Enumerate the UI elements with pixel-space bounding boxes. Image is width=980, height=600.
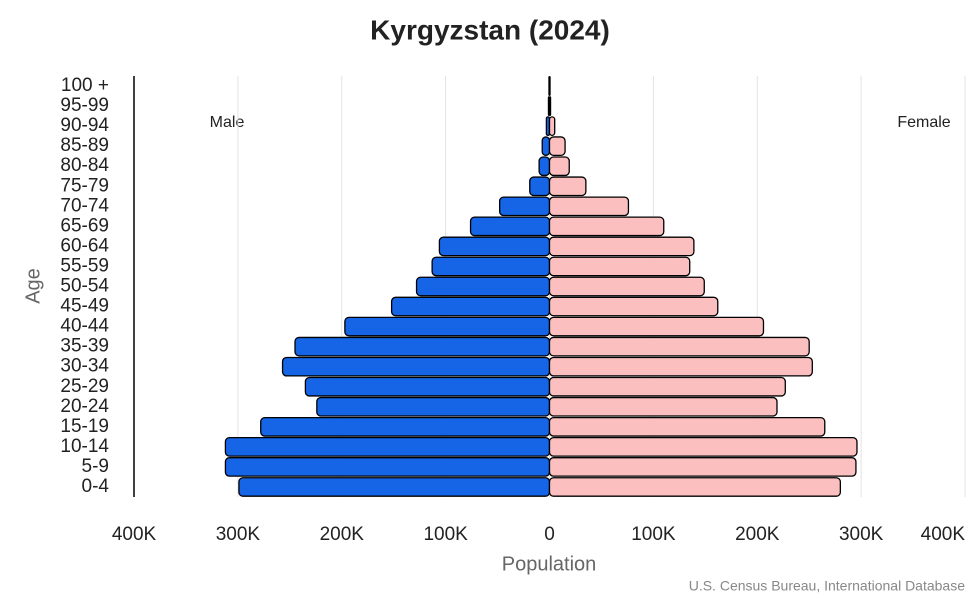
bar <box>548 196 630 217</box>
bar <box>390 296 551 317</box>
bar <box>548 477 842 497</box>
y-tick-label: 55-59 <box>60 255 109 276</box>
y-tick-label: 60-64 <box>60 235 109 256</box>
y-tick-label: 30-34 <box>60 356 109 377</box>
y-tick-label: 35-39 <box>60 336 109 357</box>
y-tick-label: 100 + <box>61 75 109 96</box>
x-tick-label: 200K <box>735 524 780 545</box>
bar <box>529 176 551 197</box>
x-tick-label: 400K <box>112 524 157 545</box>
bar <box>548 376 786 397</box>
bar <box>438 236 551 257</box>
bar <box>281 356 551 377</box>
source: U.S. Census Bureau, International Databa… <box>689 578 965 594</box>
y-tick-label: 15-19 <box>60 416 109 437</box>
bar <box>431 256 551 277</box>
y-tick-label: 45-49 <box>60 296 109 317</box>
bar <box>260 416 551 437</box>
y-tick-label: 10-14 <box>60 436 109 457</box>
bar <box>294 336 551 357</box>
bar <box>316 396 551 417</box>
y-tick-label: 95-99 <box>60 95 109 116</box>
legend-label: Male <box>210 114 245 131</box>
bar <box>415 276 551 297</box>
bar <box>304 376 551 397</box>
y-tick-label: 70-74 <box>60 195 109 216</box>
bar <box>548 96 552 116</box>
bar <box>548 336 810 357</box>
x-tick-label: 300K <box>216 524 261 545</box>
bar <box>548 396 778 417</box>
chart-title: Kyrgyzstan (2024) <box>370 14 610 45</box>
bar <box>548 136 566 157</box>
bar <box>548 416 826 437</box>
legend-label: Female <box>897 114 950 131</box>
bar <box>548 276 705 297</box>
bar <box>548 156 570 177</box>
y-tick-label: 65-69 <box>60 215 109 236</box>
y-tick-label: 80-84 <box>60 155 109 176</box>
x-tick-label: 100K <box>423 524 468 545</box>
bar <box>548 316 765 337</box>
y-tick-label: 40-44 <box>60 316 109 337</box>
bar <box>541 136 551 157</box>
bar <box>224 457 551 477</box>
bar <box>548 176 587 197</box>
y-axis-label: Age <box>22 268 44 304</box>
bar <box>238 477 551 497</box>
bar <box>538 156 551 177</box>
x-tick-label: 400K <box>921 524 966 545</box>
bar <box>469 216 551 237</box>
x-tick-label: 0 <box>544 524 555 545</box>
bar <box>548 256 691 277</box>
y-tick-label: 90-94 <box>60 115 109 136</box>
bar <box>548 76 551 96</box>
y-tick-label: 75-79 <box>60 175 109 196</box>
y-tick-label: 5-9 <box>82 456 109 477</box>
bar <box>498 196 551 217</box>
y-tick-label: 50-54 <box>60 276 109 297</box>
bar <box>548 356 813 377</box>
bar <box>548 437 858 457</box>
bar <box>548 457 857 477</box>
x-tick-label: 300K <box>839 524 884 545</box>
y-tick-label: 0-4 <box>82 476 110 497</box>
x-tick-label: 200K <box>320 524 365 545</box>
y-tick-label: 25-29 <box>60 376 109 397</box>
bar <box>548 216 665 237</box>
y-tick-label: 85-89 <box>60 135 109 156</box>
bar <box>548 236 695 257</box>
bar <box>548 116 556 136</box>
x-axis-label: Population <box>502 553 597 575</box>
bar <box>548 296 719 317</box>
bar <box>344 316 551 337</box>
y-tick-label: 20-24 <box>60 396 109 417</box>
x-tick-label: 100K <box>631 524 676 545</box>
bar <box>224 437 551 457</box>
